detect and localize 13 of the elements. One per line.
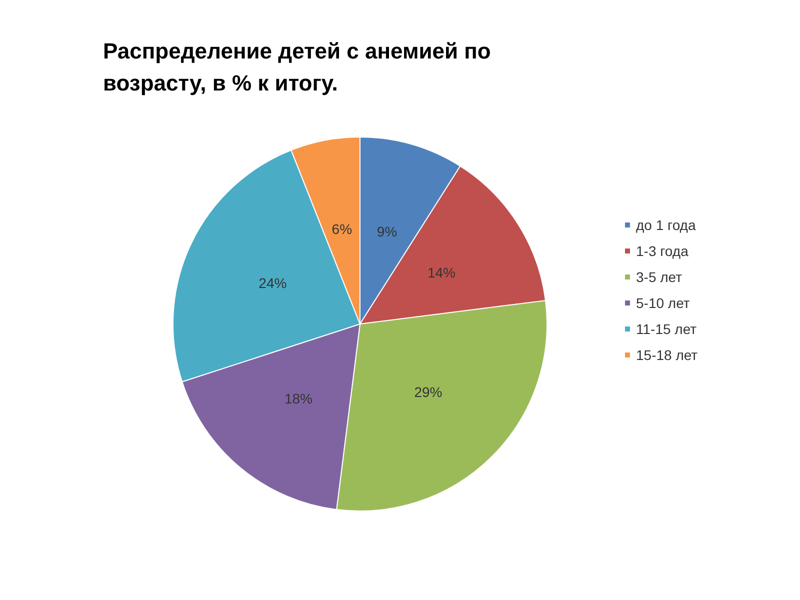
data-label: 29% [414, 384, 442, 400]
data-label: 14% [427, 264, 456, 280]
chart-title: Распределение детей с анемией по возрасту, в % к итогу. [103, 38, 497, 96]
data-label: 9% [376, 223, 398, 240]
legend-label: до 1 года [636, 217, 696, 233]
data-label: 6% [332, 221, 352, 238]
legend-label: 11-15 лет [636, 321, 698, 337]
legend-label: 5-10 лет [636, 295, 690, 311]
data-label: 18% [284, 390, 313, 406]
data-label: 24% [258, 274, 287, 291]
legend-label: 1-3 года [636, 243, 689, 259]
legend-label: 3-5 лет [636, 269, 683, 285]
legend-label: 15-18 лет [636, 347, 698, 363]
